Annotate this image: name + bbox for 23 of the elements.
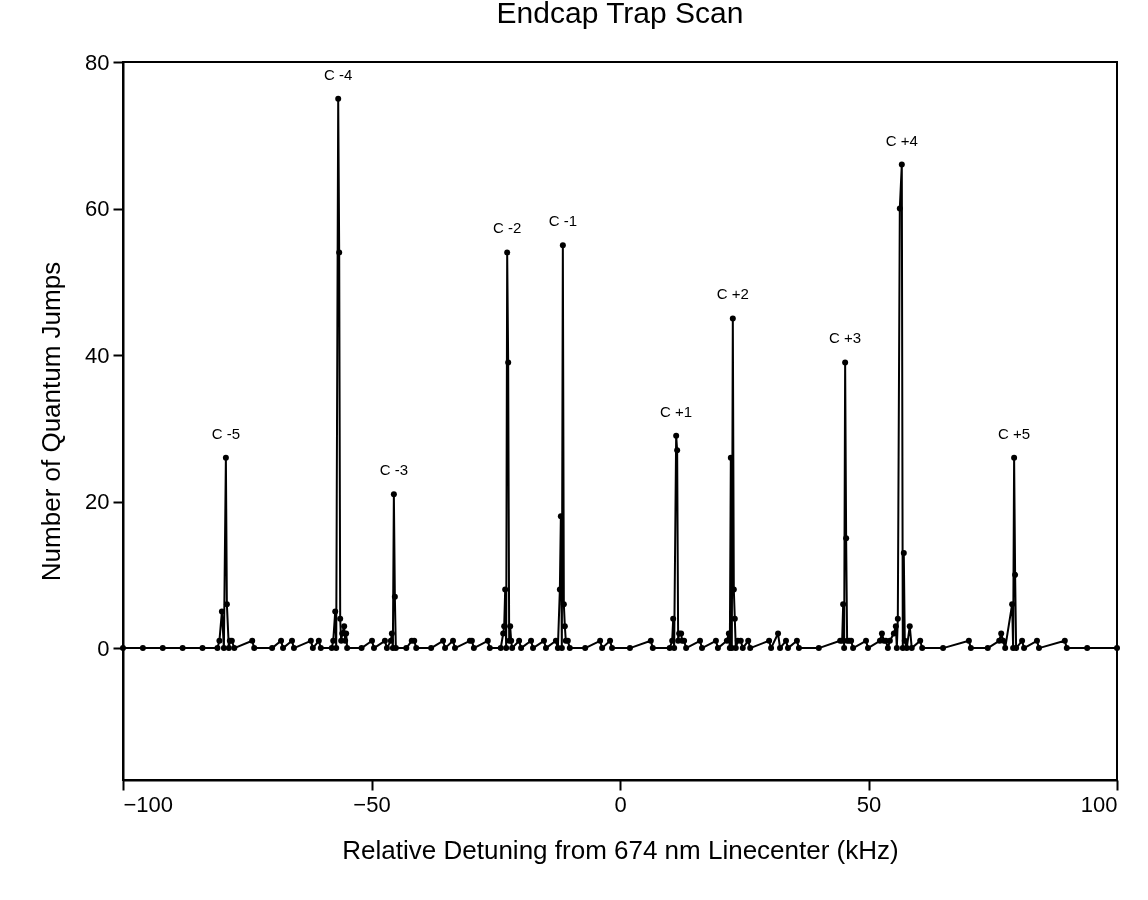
y-tick-label: 0 xyxy=(97,635,110,661)
x-tick-label: 50 xyxy=(856,791,882,817)
annotation: C -2 xyxy=(493,219,522,237)
annotation: C -5 xyxy=(211,424,241,442)
y-tick-label: 60 xyxy=(85,196,110,222)
y-axis-title: Number of Quantum Jumps xyxy=(36,261,67,582)
annotation: C +2 xyxy=(716,285,749,303)
y-tick-label: 20 xyxy=(85,489,110,515)
x-tick-label: −100 xyxy=(123,791,174,817)
annotation: C +4 xyxy=(885,131,918,149)
annotation: C -4 xyxy=(324,65,353,83)
y-tick-label: 80 xyxy=(85,49,110,75)
x-tick-label: −50 xyxy=(353,791,391,817)
annotation: C +1 xyxy=(660,402,693,420)
chart-title: Endcap Trap Scan xyxy=(496,0,744,29)
annotation: C -3 xyxy=(379,461,409,479)
x-tick-label: 0 xyxy=(614,791,627,817)
x-tick-label: 100 xyxy=(1080,791,1118,817)
y-tick-label: 40 xyxy=(85,342,110,368)
x-axis-title: Relative Detuning from 674 nm Linecenter (kHz) xyxy=(342,834,899,865)
annotation: C -1 xyxy=(548,212,578,230)
annotation: C +5 xyxy=(998,424,1031,442)
annotation: C +3 xyxy=(829,329,862,347)
